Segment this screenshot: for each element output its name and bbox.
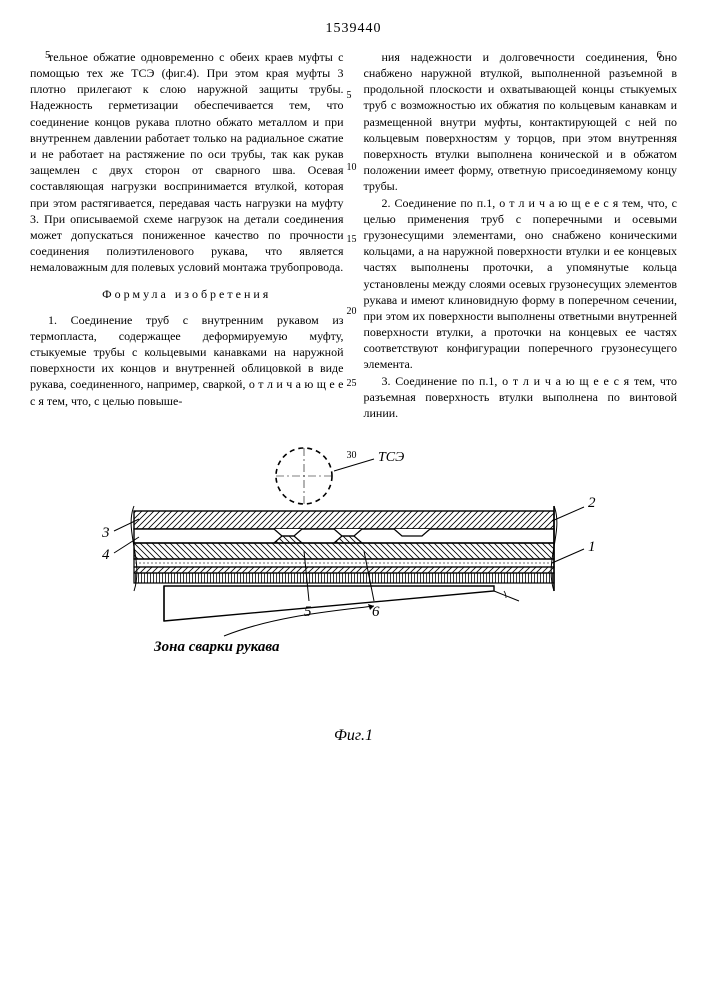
claim-1-cont: ния надежности и долговечности соединени… bbox=[364, 49, 678, 195]
line-marker: 30 bbox=[347, 449, 357, 463]
line-marker: 20 bbox=[347, 305, 357, 319]
text-columns: 5 10 15 20 25 30 тельное обжатие одновре… bbox=[30, 49, 677, 421]
label-weld-zone: Зона сварки рукава bbox=[153, 639, 280, 655]
ref-1: 1 bbox=[588, 539, 596, 555]
claim-3: 3. Соединение по п.1, о т л и ч а ю щ е … bbox=[364, 373, 678, 422]
ref-2: 2 bbox=[588, 495, 596, 511]
right-column: ния надежности и долговечности соединени… bbox=[364, 49, 678, 421]
left-column: тельное обжатие одновременно с обеих кра… bbox=[30, 49, 344, 421]
ref-3: 3 bbox=[101, 525, 110, 541]
formula-title: Формула изобретения bbox=[30, 286, 344, 302]
label-tse: ТСЭ bbox=[378, 450, 404, 465]
line-marker: 25 bbox=[347, 377, 357, 391]
ref-5: 5 bbox=[304, 604, 312, 620]
claim-1: 1. Соединение труб с внутренним рукавом … bbox=[30, 312, 344, 409]
figure-1: ТСЭ Зона сварки рукава 3 4 5 6 1 2 bbox=[30, 441, 677, 747]
patent-number: 1539440 bbox=[30, 20, 677, 39]
ref-6: 6 bbox=[372, 604, 380, 620]
claim-2: 2. Соединение по п.1, о т л и ч а ю щ е … bbox=[364, 195, 678, 373]
line-marker: 10 bbox=[347, 161, 357, 175]
paragraph: тельное обжатие одновременно с обеих кра… bbox=[30, 49, 344, 276]
line-marker: 15 bbox=[347, 233, 357, 247]
technical-drawing: ТСЭ Зона сварки рукава 3 4 5 6 1 2 bbox=[74, 441, 634, 721]
figure-label: Фиг.1 bbox=[30, 725, 677, 747]
ref-4: 4 bbox=[102, 547, 110, 563]
line-marker: 5 bbox=[347, 89, 352, 103]
